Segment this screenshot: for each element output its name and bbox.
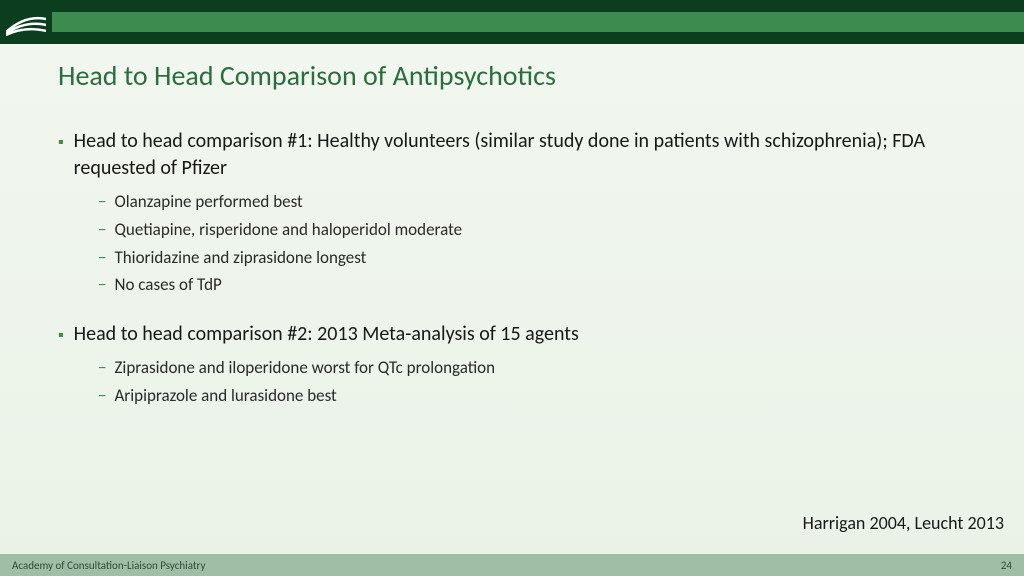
citation-text: Harrigan 2004, Leucht 2013 [803, 512, 1004, 534]
bullet-l1: ▪ Head to head comparison #2: 2013 Meta-… [58, 321, 966, 348]
bullet-l2: −Olanzapine performed best [98, 190, 966, 214]
bullet-l2: −Thioridazine and ziprasidone longest [98, 246, 966, 270]
dash-icon: − [98, 356, 106, 380]
footer-org: Academy of Consultation-Liaison Psychiat… [12, 559, 205, 572]
square-bullet-icon: ▪ [58, 325, 64, 348]
slide: Head to Head Comparison of Antipsychotic… [0, 0, 1024, 576]
sub-text: Ziprasidone and iloperidone worst for QT… [114, 356, 495, 380]
bullet-l2: −Quetiapine, risperidone and haloperidol… [98, 218, 966, 242]
logo-icon [0, 0, 52, 44]
dash-icon: − [98, 190, 106, 214]
sub-text: Quetiapine, risperidone and haloperidol … [114, 218, 462, 242]
sub-text: Olanzapine performed best [114, 190, 302, 214]
sub-text: Thioridazine and ziprasidone longest [114, 246, 366, 270]
dash-icon: − [98, 218, 106, 242]
footer-bar: Academy of Consultation-Liaison Psychiat… [0, 554, 1024, 576]
bullet-l2: −Ziprasidone and iloperidone worst for Q… [98, 356, 966, 380]
bullet-l2: −No cases of TdP [98, 273, 966, 297]
bullet-l1: ▪ Head to head comparison #1: Healthy vo… [58, 128, 966, 182]
dash-icon: − [98, 246, 106, 270]
dash-icon: − [98, 384, 106, 408]
page-number: 24 [1001, 559, 1012, 572]
dash-icon: − [98, 273, 106, 297]
sub-text: Aripiprazole and lurasidone best [114, 384, 336, 408]
square-bullet-icon: ▪ [58, 132, 64, 182]
slide-title: Head to Head Comparison of Antipsychotic… [58, 58, 556, 93]
content-body: ▪ Head to head comparison #1: Healthy vo… [58, 128, 966, 432]
bullet-text: Head to head comparison #2: 2013 Meta-an… [74, 321, 966, 348]
sub-text: No cases of TdP [114, 273, 221, 297]
bullet-text: Head to head comparison #1: Healthy volu… [74, 128, 966, 182]
header-band [0, 0, 1024, 44]
bullet-l2: −Aripiprazole and lurasidone best [98, 384, 966, 408]
